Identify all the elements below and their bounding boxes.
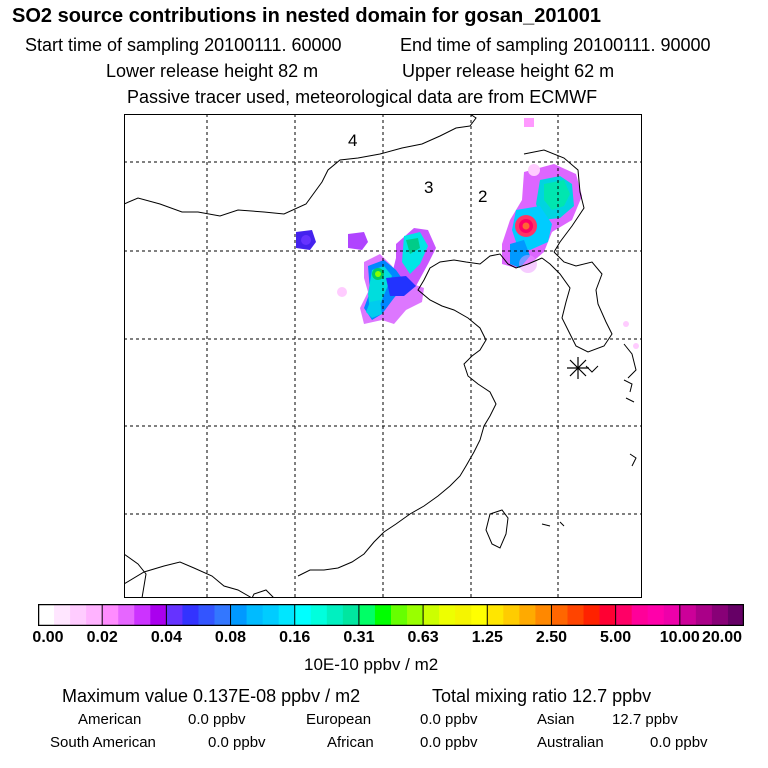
colorbar-tick-label: 0.08 <box>214 629 247 646</box>
colorbar-cell <box>150 604 167 626</box>
colorbar-cell <box>391 604 408 626</box>
end-time-text: End time of sampling 20100111. 90000 <box>400 35 711 55</box>
colorbar-tick-label: 0.04 <box>150 629 182 646</box>
colorbar-tick-label: 0.02 <box>86 629 118 646</box>
colorbar-unit: 10E-10 ppbv / m2 <box>304 655 439 674</box>
colorbar-tick-label: 1.25 <box>471 629 503 646</box>
colorbar-cell <box>647 604 665 626</box>
region-label-4: 4 <box>348 131 357 150</box>
colorbar-cell <box>423 604 440 626</box>
colorbar-cell <box>631 604 649 626</box>
colorbar-tick-label: 0.16 <box>279 629 311 646</box>
colorbar-cell <box>487 604 504 626</box>
colorbar-tick-label: 0.63 <box>407 629 439 646</box>
colorbar-tick-label: 0.31 <box>343 629 375 646</box>
colorbar-tick-label: 2.50 <box>535 629 568 646</box>
colorbar-cell <box>358 604 376 626</box>
colorbar-cell <box>567 604 585 626</box>
colorbar-cell <box>583 604 601 626</box>
coastlines-and-borders <box>124 114 637 598</box>
colorbar-cell <box>230 604 248 626</box>
colorbar-cell <box>455 604 472 626</box>
colorbar-cell <box>310 604 328 626</box>
colorbar-cell <box>471 604 488 626</box>
colorbar-tick-label: 5.00 <box>600 629 632 646</box>
colorbar-cell <box>374 604 392 626</box>
region-label-2: 2 <box>478 187 487 206</box>
south-american-label: South American <box>50 734 156 751</box>
colorbar-cell <box>278 604 296 626</box>
colorbar-cell <box>599 604 617 626</box>
maximum-value-text: Maximum value 0.137E-08 ppbv / m2 <box>62 686 361 706</box>
colorbar-tick-label: 10.00 <box>659 629 700 646</box>
concentration-plumes <box>296 118 639 349</box>
colorbar-cell <box>503 604 520 626</box>
start-time-text: Start time of sampling 20100111. 60000 <box>25 35 342 55</box>
colorbar-cell <box>711 604 729 626</box>
asian-value: 12.7 ppbv <box>612 711 678 728</box>
page-title: SO2 source contributions in nested domai… <box>12 5 602 27</box>
region-label-3: 3 <box>424 178 433 197</box>
colorbar-cell <box>663 604 681 626</box>
map-panel: 4 3 2 <box>124 114 642 598</box>
colorbar-legend <box>38 604 744 626</box>
colorbar-cell <box>70 604 87 626</box>
colorbar-cell <box>118 604 135 626</box>
european-label: European <box>306 711 372 728</box>
african-label: African <box>327 734 374 751</box>
data-source-note: Passive tracer used, meteorological data… <box>127 87 598 107</box>
colorbar-cell <box>38 604 55 626</box>
colorbar-cell <box>407 604 424 626</box>
colorbar-cell <box>615 604 633 626</box>
grid-lines <box>124 114 642 598</box>
colorbar-cell <box>166 604 184 626</box>
australian-label: Australian <box>537 734 604 751</box>
colorbar-cell <box>439 604 456 626</box>
south-american-value: 0.0 ppbv <box>208 734 266 751</box>
colorbar-cell <box>342 604 360 626</box>
colorbar-tick-label: 20.00 <box>701 629 743 646</box>
african-value: 0.0 ppbv <box>420 734 478 751</box>
australian-value: 0.0 ppbv <box>650 734 708 751</box>
american-value: 0.0 ppbv <box>188 711 246 728</box>
lower-height-text: Lower release height 82 m <box>106 61 319 81</box>
european-value: 0.0 ppbv <box>420 711 478 728</box>
asian-label: Asian <box>537 711 575 728</box>
colorbar-cell <box>182 604 200 626</box>
colorbar-cell <box>134 604 151 626</box>
american-label: American <box>78 711 142 728</box>
colorbar-cell <box>54 604 71 626</box>
receptor-asterisk-icon <box>567 357 589 379</box>
upper-height-text: Upper release height 62 m <box>402 61 615 81</box>
colorbar-cell <box>198 604 216 626</box>
colorbar-cell <box>679 604 697 626</box>
colorbar-cell <box>326 604 344 626</box>
colorbar-cell <box>214 604 232 626</box>
colorbar-cell <box>535 604 553 626</box>
colorbar-cell <box>695 604 713 626</box>
colorbar-cell <box>551 604 569 626</box>
colorbar-cell <box>294 604 312 626</box>
colorbar-cell <box>262 604 280 626</box>
colorbar-cell <box>727 604 744 626</box>
colorbar-cell <box>102 604 119 626</box>
colorbar-cell <box>246 604 264 626</box>
colorbar-cell <box>86 604 103 626</box>
colorbar-cell <box>519 604 537 626</box>
total-mixing-ratio-text: Total mixing ratio 12.7 ppbv <box>432 686 652 706</box>
colorbar-tick-label: 0.00 <box>32 629 64 646</box>
